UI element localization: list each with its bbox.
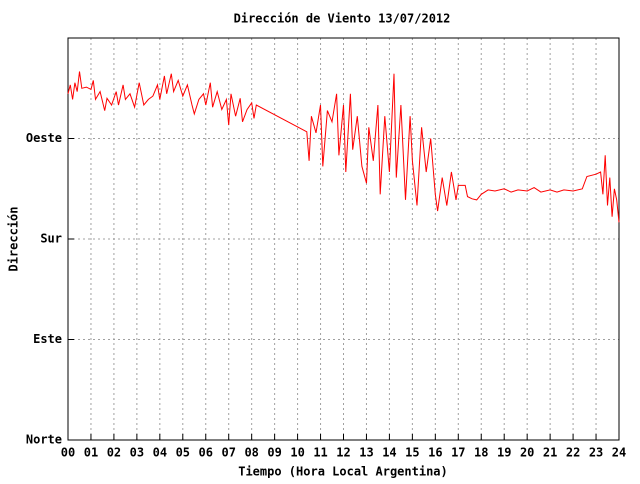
- x-tick-label: 13: [359, 446, 373, 460]
- x-tick-label: 15: [405, 446, 419, 460]
- x-tick-label: 00: [61, 446, 75, 460]
- x-tick-label: 10: [290, 446, 304, 460]
- x-tick-label: 05: [176, 446, 190, 460]
- y-tick-label: Oeste: [26, 131, 62, 145]
- x-tick-label: 18: [474, 446, 488, 460]
- x-tick-label: 22: [566, 446, 580, 460]
- data-line: [67, 71, 620, 223]
- plot-frame: [67, 37, 620, 441]
- x-tick-label: 11: [313, 446, 327, 460]
- x-tick-label: 17: [451, 446, 465, 460]
- y-tick-label: Norte: [26, 433, 62, 447]
- x-tick-label: 23: [589, 446, 603, 460]
- x-tick-label: 02: [107, 446, 121, 460]
- x-tick-label: 08: [244, 446, 258, 460]
- x-tick-label: 19: [497, 446, 511, 460]
- x-tick-label: 01: [84, 446, 98, 460]
- y-tick-label: Sur: [40, 232, 62, 246]
- x-tick-label: 12: [336, 446, 350, 460]
- x-tick-label: 16: [428, 446, 442, 460]
- x-tick-label: 06: [199, 446, 213, 460]
- x-tick-label: 24: [612, 446, 626, 460]
- y-tick-label: Este: [33, 332, 62, 346]
- x-tick-label: 20: [520, 446, 534, 460]
- x-tick-label: 21: [543, 446, 557, 460]
- chart-title: Dirección de Viento 13/07/2012: [234, 12, 451, 26]
- x-tick-label: 09: [267, 446, 281, 460]
- x-tick-label: 03: [130, 446, 144, 460]
- x-tick-label: 04: [153, 446, 167, 460]
- x-axis-label: Tiempo (Hora Local Argentina): [238, 465, 448, 479]
- x-tick-label: 07: [221, 446, 235, 460]
- y-axis-label: Dirección: [7, 206, 21, 271]
- x-tick-label: 14: [382, 446, 396, 460]
